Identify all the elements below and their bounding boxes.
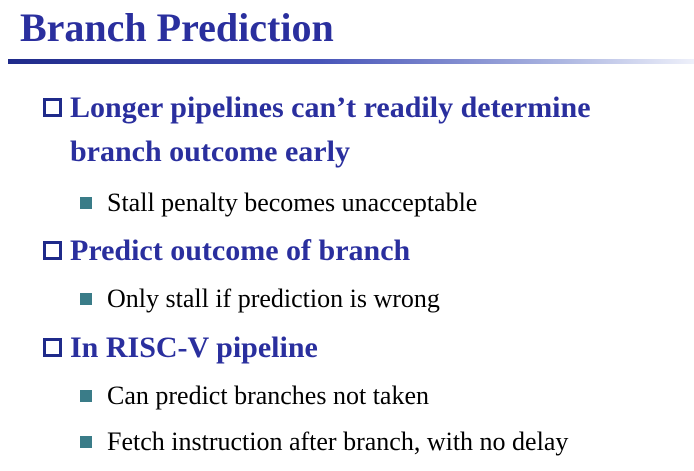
bullet-level2-text: Can predict branches not taken <box>107 381 429 410</box>
hollow-square-bullet-icon <box>43 241 62 260</box>
slide-title: Branch Prediction <box>20 5 334 50</box>
bullet-text-line: Predict outcome of branch <box>70 234 411 267</box>
bullet-text-line: In RISC-V pipeline <box>70 331 318 364</box>
hollow-square-bullet-icon <box>43 338 62 357</box>
title-underline <box>8 59 694 64</box>
bullet-level1-text: Longer pipelines can’t readily determine… <box>70 86 591 174</box>
bullet-level2-item: Stall penalty becomes unacceptable <box>80 186 690 220</box>
bullet-level1-item: In RISC-V pipeline <box>38 326 694 370</box>
bullet-level1-item: Longer pipelines can’t readily determine… <box>38 86 694 174</box>
bullet-text-line: branch outcome early <box>70 135 350 168</box>
bullet-level1-text: Predict outcome of branch <box>70 229 410 273</box>
hollow-square-bullet-icon <box>43 98 62 117</box>
filled-square-bullet-icon <box>80 436 92 448</box>
bullet-level2-text: Only stall if prediction is wrong <box>107 284 440 313</box>
bullet-level2-text: Stall penalty becomes unacceptable <box>107 188 478 217</box>
bullet-level1-item: Predict outcome of branch <box>38 229 694 273</box>
bullet-level2-item: Only stall if prediction is wrong <box>80 282 690 316</box>
bullet-level1-text: In RISC-V pipeline <box>70 326 318 370</box>
filled-square-bullet-icon <box>80 197 92 209</box>
bullet-level2-item: Fetch instruction after branch, with no … <box>80 425 690 459</box>
filled-square-bullet-icon <box>80 293 92 305</box>
bullet-text-line: Longer pipelines can’t readily determine <box>70 91 591 124</box>
bullet-level2-item: Can predict branches not taken <box>80 379 690 413</box>
filled-square-bullet-icon <box>80 390 92 402</box>
bullet-level2-text: Fetch instruction after branch, with no … <box>107 427 569 456</box>
